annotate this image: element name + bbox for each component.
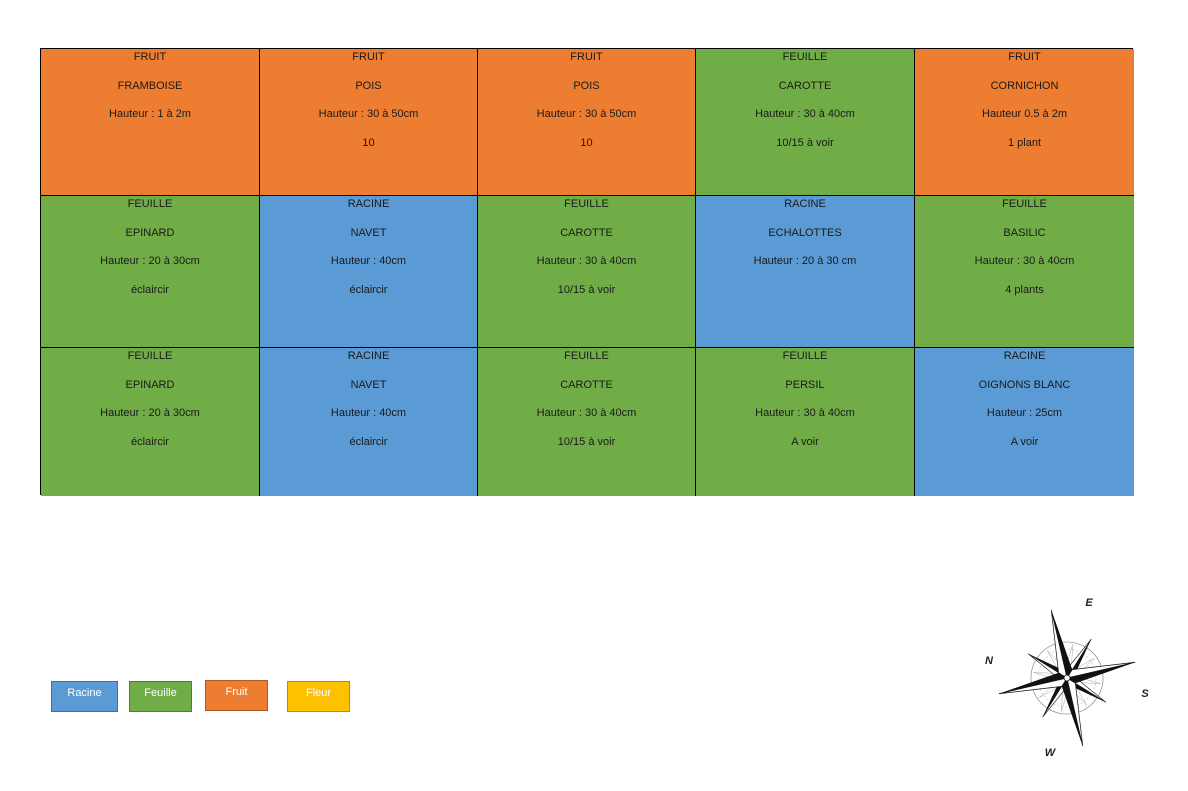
plot-cell-plant: POIS (355, 79, 382, 92)
plot-cell-info: 10/15 à voir (557, 283, 616, 296)
plot-cell-info: Hauteur : 30 à 40cm (755, 108, 855, 120)
plot-cell-info: 4 plants (1005, 283, 1044, 296)
plot-cell-category: RACINE (784, 198, 826, 210)
plot-cell-info: Hauteur : 30 à 40cm (755, 407, 855, 419)
plot-cell-info: A voir (1010, 435, 1039, 448)
plot-cell-info: Hauteur : 20 à 30 cm (753, 255, 857, 267)
plot-cell-plant: BASILIC (1003, 226, 1046, 239)
plot-cell-plant: POIS (573, 79, 600, 92)
plot-cell: FEUILLE CAROTTE Hauteur : 30 à 40cm 10/15 à… (478, 196, 696, 348)
plot-cell: FRUIT POIS Hauteur : 30 à 50cm 10 (478, 49, 696, 196)
plot-cell-plant: ECHALOTTES (768, 226, 842, 239)
plot-cell-category: FRUIT (1008, 51, 1041, 63)
plot-cell-plant: FRAMBOISE (117, 79, 183, 92)
plot-cell-category: RACINE (347, 198, 390, 210)
plot-cell-info: éclaircir (349, 283, 388, 296)
plot-cell-info: Hauteur : 30 à 40cm (974, 255, 1075, 267)
plot-cell-info: éclaircir (131, 435, 169, 448)
legend-fruit-label: Fruit (225, 686, 248, 698)
plot-cell-plant: CORNICHON (990, 79, 1059, 92)
plot-cell-category: FEUILLE (1002, 198, 1047, 210)
plot-cell-info: A voir (791, 435, 819, 448)
plot-cell: FRUIT CORNICHON Hauteur 0.5 à 2m 1 plant (915, 49, 1134, 196)
plot-cell-info: Hauteur : 20 à 30cm (100, 255, 200, 267)
plot-cell-plant: EPINARD (125, 226, 175, 239)
legend-fleur: Fleur (287, 681, 350, 712)
plot-cell: FEUILLE CAROTTE Hauteur : 30 à 40cm 10/15 à… (696, 49, 915, 196)
plot-cell-info: Hauteur : 25cm (986, 407, 1063, 419)
plot-cell: FEUILLE EPINARD Hauteur : 20 à 30cm éclairc… (41, 196, 260, 348)
plot-cell-category: FEUILLE (564, 198, 609, 210)
plot-cell-category: FRUIT (570, 51, 603, 63)
plot-cell-category: FRUIT (352, 51, 385, 63)
plot-cell-info: Hauteur 0.5 à 2m (982, 108, 1067, 120)
compass-rose-icon: E S W N (985, 597, 1149, 759)
plot-cell-info: 10/15 à voir (557, 435, 616, 448)
compass-s-label: S (1141, 688, 1149, 700)
legend-racine: Racine (51, 681, 118, 712)
plot-cell-info: Hauteur : 40cm (330, 255, 407, 267)
plot-cell-info: Hauteur : 30 à 50cm (536, 108, 637, 120)
compass-w-label: W (1045, 747, 1057, 759)
plot-cell-info: Hauteur : 30 à 50cm (318, 108, 419, 120)
plot-cell-plant: CAROTTE (778, 79, 832, 92)
plot-cell-category: FEUILLE (127, 198, 173, 210)
plot-cell-info: Hauteur : 30 à 40cm (536, 407, 637, 419)
plot-cell-plant: NAVET (350, 378, 387, 391)
plot-cell: RACINE NAVET Hauteur : 40cm éclaircir (260, 348, 478, 496)
legend-fruit: Fruit (205, 680, 268, 711)
plot-cell: RACINE ECHALOTTES Hauteur : 20 à 30 cm (696, 196, 915, 348)
plot-cell: FEUILLE EPINARD Hauteur : 20 à 30cm éclairc… (41, 348, 260, 496)
plot-cell: FEUILLE PERSIL Hauteur : 30 à 40cm A voir (696, 348, 915, 496)
plot-cell-plant: CAROTTE (560, 226, 613, 239)
legend-racine-label: Racine (67, 687, 102, 699)
legend-feuille: Feuille (129, 681, 192, 712)
plot-cell: FRUIT POIS Hauteur : 30 à 50cm 10 (260, 49, 478, 196)
plot-cell-category: FEUILLE (127, 350, 173, 362)
plot-cell-info: Hauteur : 20 à 30cm (100, 407, 200, 419)
plot-cell: FEUILLE BASILIC Hauteur : 30 à 40cm 4 plant… (915, 196, 1134, 348)
plot-cell-info: 1 plant (1007, 136, 1042, 149)
legend-fleur-label: Fleur (305, 687, 332, 699)
plot-cell-category: FEUILLE (782, 51, 828, 63)
plot-cell-plant: CAROTTE (560, 378, 613, 391)
plot-cell-plant: EPINARD (125, 378, 175, 391)
compass-e-label: E (1085, 597, 1093, 609)
plot-cell-category: FEUILLE (564, 350, 609, 362)
plot-cell-plant: PERSIL (785, 378, 825, 391)
plot-cell: RACINE NAVET Hauteur : 40cm éclaircir (260, 196, 478, 348)
plot-cell-info: éclaircir (349, 435, 388, 448)
garden-plot-grid: FRUIT FRAMBOISE Hauteur : 1 à 2m FRUIT POIS H… (40, 48, 1134, 496)
plot-cell-info: Hauteur : 1 à 2m (109, 108, 191, 120)
legend-feuille-label: Feuille (144, 687, 177, 699)
plot-cell-info: Hauteur : 40cm (330, 407, 407, 419)
plot-cell-category: FEUILLE (782, 350, 828, 362)
plot-cell: FEUILLE CAROTTE Hauteur : 30 à 40cm 10/15 à… (478, 348, 696, 496)
plot-cell-info: Hauteur : 30 à 40cm (536, 255, 637, 267)
plot-cell-plant: OIGNONS BLANC (978, 378, 1071, 391)
plot-cell: FRUIT FRAMBOISE Hauteur : 1 à 2m (41, 49, 260, 196)
plot-cell-info: 10/15 à voir (776, 136, 834, 149)
plot-cell-info: 10 (580, 136, 593, 149)
plot-cell-info: éclaircir (131, 283, 169, 296)
plot-cell-category: RACINE (1003, 350, 1046, 362)
compass-n-label: N (985, 655, 994, 667)
plot-cell-category: FRUIT (133, 51, 167, 63)
plot-cell-category: RACINE (347, 350, 390, 362)
plot-cell-info: 10 (362, 136, 375, 149)
plot-cell-plant: NAVET (350, 226, 387, 239)
plot-cell: RACINE OIGNONS BLANC Hauteur : 25cm A voir (915, 348, 1134, 496)
